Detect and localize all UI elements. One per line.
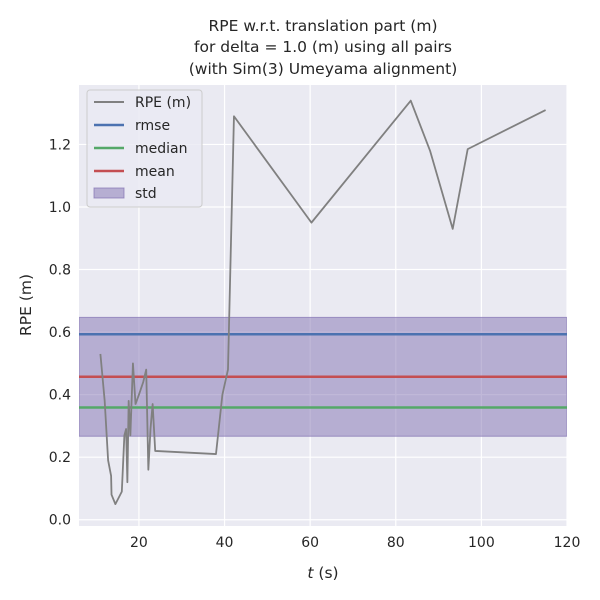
x-tick-label: 120	[554, 535, 581, 551]
title-line-3: (with Sim(3) Umeyama alignment)	[189, 60, 458, 78]
y-tick-label: 0.0	[49, 513, 71, 529]
chart-title: RPE w.r.t. translation part (m) for delt…	[189, 17, 458, 78]
data-layer	[79, 99, 567, 506]
y-tick-label: 0.4	[49, 388, 71, 404]
y-tick-label: 0.6	[49, 325, 71, 341]
x-tick-label: 100	[468, 535, 495, 551]
legend-label-mean: mean	[135, 164, 175, 180]
x-tick-label: 60	[301, 535, 319, 551]
title-line-1: RPE w.r.t. translation part (m)	[208, 17, 437, 35]
x-axis-label-var: t	[307, 564, 314, 582]
y-tick-label: 0.2	[49, 450, 71, 466]
x-tick-labels: 20 40 60 80 100 120	[130, 535, 580, 551]
x-tick-label: 20	[130, 535, 148, 551]
y-tick-label: 0.8	[49, 263, 71, 279]
legend-label-rmse: rmse	[135, 118, 170, 134]
legend: RPE (m) rmse median mean std	[86, 89, 203, 208]
x-axis-label-unit: (s)	[313, 564, 338, 582]
y-tick-label: 1.0	[49, 200, 71, 216]
title-line-2: for delta = 1.0 (m) using all pairs	[194, 38, 452, 56]
y-axis-label: RPE (m)	[17, 274, 35, 336]
legend-label-std: std	[135, 186, 157, 202]
legend-label-median: median	[135, 141, 187, 157]
x-tick-label: 80	[387, 535, 405, 551]
rpe-series-line	[99, 99, 547, 506]
x-axis-label: t (s)	[307, 564, 338, 582]
legend-label-rpe: RPE (m)	[135, 95, 191, 111]
y-tick-labels: 0.0 0.2 0.4 0.6 0.8 1.0 1.2	[49, 137, 71, 528]
x-tick-label: 40	[216, 535, 234, 551]
legend-swatch-std	[93, 187, 125, 199]
legend-frame	[86, 89, 203, 208]
y-tick-label: 1.2	[49, 137, 71, 153]
